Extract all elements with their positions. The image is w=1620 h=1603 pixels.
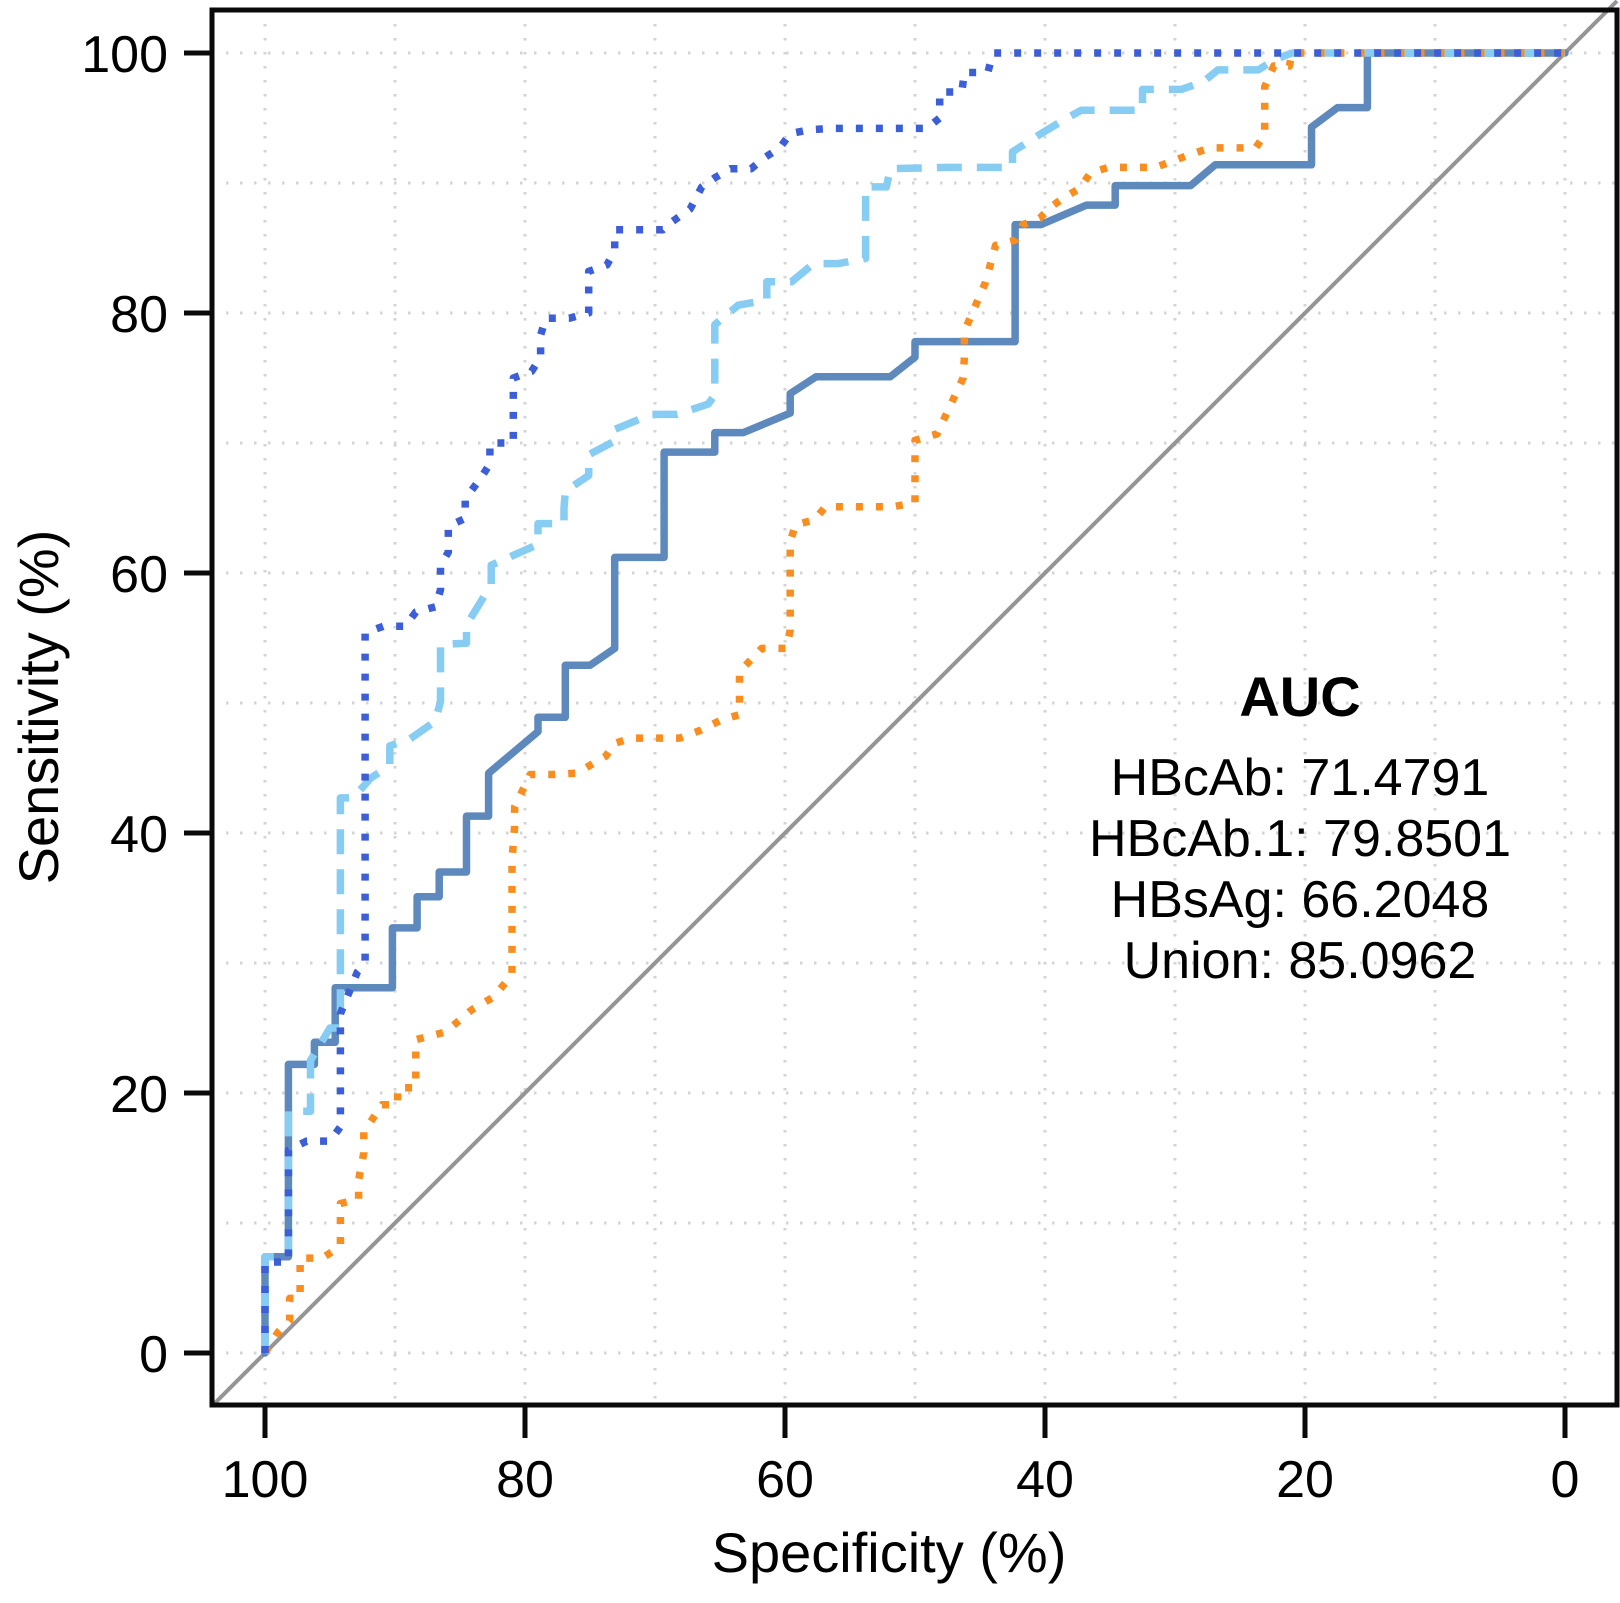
x-tick-label: 20 [1276, 1451, 1334, 1509]
x-tick-label: 0 [1551, 1451, 1580, 1509]
x-tick-label: 100 [222, 1451, 309, 1509]
roc-curve-HBsAg [261, 49, 1565, 1355]
chance-diagonal-line [210, 0, 1619, 1408]
legend-entry-union: Union: 85.0962 [1124, 932, 1477, 990]
legend-entry-hbsag: HBsAg: 66.2048 [1111, 871, 1490, 929]
y-tick-label: 60 [110, 546, 168, 604]
roc-curve-HBcAb [261, 49, 1569, 1357]
y-tick-label: 0 [139, 1326, 168, 1384]
legend-title: AUC [1239, 665, 1360, 728]
x-tick-label: 40 [1016, 1451, 1074, 1509]
x-axis-title: Specificity (%) [712, 1521, 1067, 1584]
roc-curves [261, 49, 1569, 1357]
axis-ticks: 100 80 60 40 20 0 0 20 40 60 80 100 [81, 26, 1579, 1509]
y-tick-label: 40 [110, 806, 168, 864]
y-tick-label: 100 [81, 26, 168, 84]
x-tick-label: 80 [496, 1451, 554, 1509]
auc-legend: AUC HBcAb: 71.4791 HBcAb.1: 79.8501 HBsA… [1089, 665, 1511, 990]
x-tick-label: 60 [756, 1451, 814, 1509]
legend-entry-hbcab1: HBcAb.1: 79.8501 [1089, 810, 1511, 868]
roc-curve-HBcAb.1 [261, 49, 1565, 1353]
y-tick-label: 20 [110, 1066, 168, 1124]
plot-border [209, 7, 1620, 1408]
y-axis-title: Sensitivity (%) [7, 530, 70, 885]
y-tick-label: 80 [110, 286, 168, 344]
legend-entry-hbcab: HBcAb: 71.4791 [1111, 749, 1490, 807]
